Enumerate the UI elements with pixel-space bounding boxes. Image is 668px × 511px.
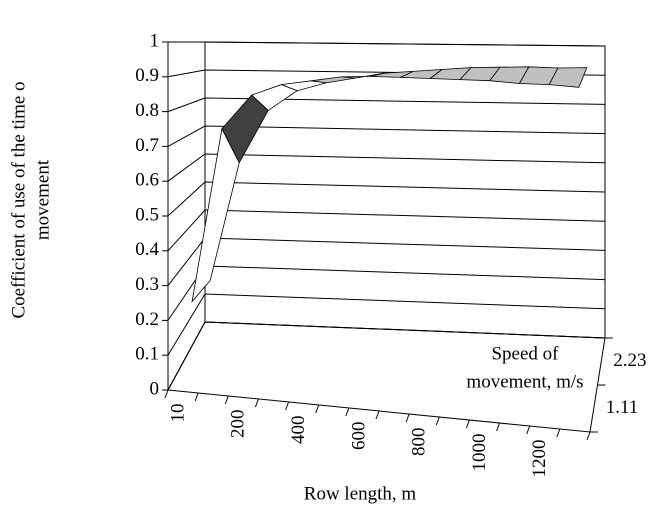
x-tick (526, 425, 531, 435)
y-tick-label: 0.6 (135, 170, 159, 191)
y-tick-label: 0.9 (135, 65, 159, 86)
y-tick-label: 0.2 (135, 309, 159, 330)
surface-patch (191, 127, 240, 303)
y-tick-label: 0.4 (135, 239, 159, 260)
x-axis-title: Row length, m (304, 483, 417, 504)
x-tick-label: 1200 (529, 440, 550, 478)
x-tick-label: 10 (167, 404, 188, 423)
y-tick-label: 0.5 (135, 204, 159, 225)
depth-axis-title: Speed of (491, 343, 559, 364)
grid-line (167, 237, 606, 286)
grid-line (167, 265, 606, 321)
x-tick-label: 600 (348, 422, 369, 451)
x-tick (345, 407, 350, 417)
grid-line (167, 209, 606, 252)
x-tick (556, 428, 561, 438)
grid-line (167, 181, 606, 217)
x-tick (164, 389, 169, 399)
x-tick (224, 395, 229, 405)
grid-line (167, 97, 606, 113)
depth-axis-title: movement, m/s (466, 371, 583, 392)
x-tick (586, 431, 591, 441)
x-tick-label: 1000 (469, 434, 490, 472)
x-tick (405, 413, 410, 423)
x-tick (194, 392, 199, 402)
grid-line (167, 293, 606, 356)
x-tick-label: 800 (409, 428, 430, 457)
y-tick-label: 0.3 (135, 274, 159, 295)
x-tick (435, 416, 440, 426)
x-tick (315, 404, 320, 414)
y-tick-label: 0.1 (135, 344, 159, 365)
x-tick (496, 422, 501, 432)
y-tick-label: 0.8 (135, 100, 159, 121)
depth-tick-label: 2.23 (613, 350, 646, 371)
x-tick (465, 419, 470, 429)
x-tick (375, 410, 380, 420)
y-axis-title: movement (32, 159, 53, 240)
y-tick-label: 0.7 (135, 135, 159, 156)
grid-line (167, 321, 606, 391)
y-tick-label: 1 (150, 30, 160, 51)
grid-line (167, 153, 606, 182)
x-tick (254, 398, 259, 408)
x-tick-label: 200 (228, 410, 249, 439)
grid-line (167, 125, 606, 147)
depth-tick-label: 1.11 (606, 397, 639, 418)
x-tick (285, 401, 290, 411)
y-axis-title: Coefficient of use of the time o (8, 81, 29, 318)
grid-line (168, 41, 606, 47)
y-tick-label: 0 (150, 378, 160, 399)
x-tick-label: 400 (288, 416, 309, 445)
